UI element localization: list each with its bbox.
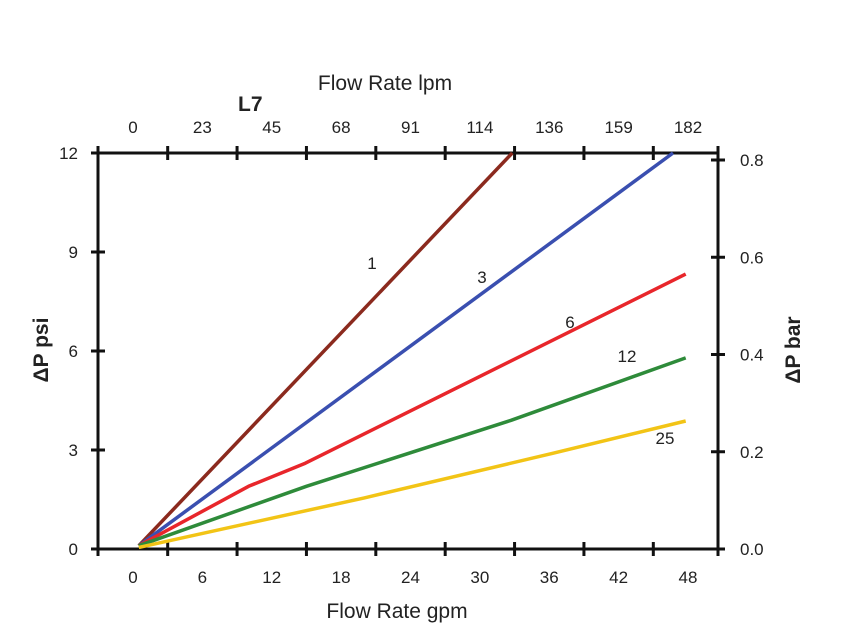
- top-tick-label: 0: [128, 118, 137, 137]
- series-label-1: 1: [367, 254, 376, 273]
- top-tick-label: 136: [535, 118, 563, 137]
- series-label-25: 25: [656, 429, 675, 448]
- left-axis-title: ΔP psi: [30, 318, 53, 383]
- top-tick-label: 114: [466, 118, 493, 137]
- bottom-axis-title: Flow Rate gpm: [326, 600, 467, 623]
- top-tick-label: 182: [674, 118, 702, 137]
- top-tick-label: 91: [401, 118, 420, 137]
- series-line-12: [138, 356, 687, 548]
- chart-title: L7: [238, 93, 263, 116]
- bottom-tick-label: 30: [470, 568, 489, 587]
- series-label-12: 12: [618, 347, 637, 366]
- left-tick-label: 3: [69, 441, 78, 460]
- bottom-tick-label: 18: [332, 568, 351, 587]
- top-tick-label: 23: [193, 118, 212, 137]
- right-tick-label: 0.6: [740, 248, 764, 267]
- top-tick-label: 159: [604, 118, 632, 137]
- right-tick-label: 0.0: [740, 540, 764, 559]
- left-tick-label: 0: [69, 540, 78, 559]
- bottom-tick-label: 0: [128, 568, 137, 587]
- series-line-25: [138, 419, 687, 550]
- top-tick-label: 68: [332, 118, 351, 137]
- bottom-tick-label: 48: [679, 568, 698, 587]
- left-tick-label: 6: [69, 342, 78, 361]
- bottom-tick-label: 36: [540, 568, 559, 587]
- bottom-tick-label: 24: [401, 568, 420, 587]
- right-tick-label: 0.8: [740, 151, 764, 170]
- series-line-1: [137, 151, 514, 547]
- series-label-6: 6: [565, 313, 574, 332]
- series-line-3: [137, 151, 675, 548]
- top-axis-title: Flow Rate lpm: [318, 72, 452, 95]
- right-axis-title: ΔP bar: [782, 316, 805, 383]
- bottom-tick-label: 6: [198, 568, 207, 587]
- left-tick-label: 12: [59, 144, 78, 163]
- left-tick-label: 9: [69, 243, 78, 262]
- top-tick-label: 45: [262, 118, 281, 137]
- series-line-6: [137, 272, 687, 548]
- right-tick-label: 0.2: [740, 443, 764, 462]
- bottom-tick-label: 12: [262, 568, 281, 587]
- series-label-3: 3: [477, 268, 486, 287]
- right-tick-label: 0.4: [740, 346, 764, 365]
- bottom-tick-label: 42: [609, 568, 628, 587]
